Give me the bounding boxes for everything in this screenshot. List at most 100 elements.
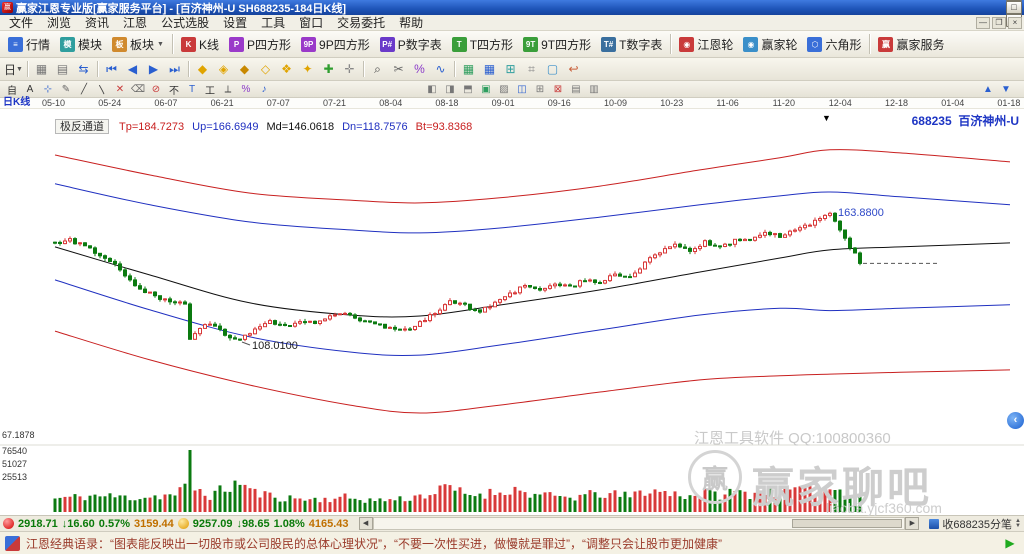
spinner-up-icon[interactable]: ▲ bbox=[1015, 517, 1021, 524]
wave-icon[interactable]: ∿ bbox=[435, 62, 446, 76]
scrollbar-thumb[interactable] bbox=[792, 519, 903, 528]
frame-icon[interactable]: ▢ bbox=[546, 62, 559, 76]
next-page-icon[interactable]: ▶ bbox=[148, 62, 159, 76]
layout-grid-icon[interactable]: ⊞ bbox=[535, 83, 545, 95]
menu-item-9[interactable]: 交易委托 bbox=[337, 15, 386, 30]
forbid-tool-icon[interactable]: ⊘ bbox=[151, 83, 161, 95]
polyline-tool-icon[interactable]: 〵 bbox=[97, 85, 107, 97]
point-tool-icon[interactable]: ⊹ bbox=[43, 83, 53, 95]
t-square-button[interactable]: T T四方形 bbox=[447, 33, 518, 55]
gann-wheel-button[interactable]: ◉ 江恩轮 bbox=[674, 33, 738, 55]
t-number-table-button[interactable]: T# T数字表 bbox=[596, 33, 667, 55]
nine-t-square-button[interactable]: 9T 9T四方形 bbox=[518, 33, 596, 55]
layout-full-icon[interactable]: ▣ bbox=[481, 83, 491, 95]
p-square-button[interactable]: P P四方形 bbox=[224, 33, 296, 55]
text-tool-icon[interactable]: A bbox=[26, 83, 34, 95]
layout-top-icon[interactable]: ⬒ bbox=[463, 83, 473, 95]
blue-grid-icon[interactable]: ▦ bbox=[483, 62, 496, 76]
scrollbar-right-button[interactable]: ▶ bbox=[905, 517, 920, 530]
layout-left-icon[interactable]: ◧ bbox=[427, 83, 437, 95]
scroll-up-icon[interactable]: ▲ bbox=[983, 83, 993, 95]
hexagon-button[interactable]: ⬡ 六角形 bbox=[802, 33, 866, 55]
ticker-play-button[interactable]: ▶ bbox=[1005, 536, 1015, 550]
menu-item-10[interactable]: 帮助 bbox=[399, 15, 424, 30]
p-number-table-button[interactable]: P# P数字表 bbox=[375, 33, 447, 55]
undo-icon[interactable]: ↩ bbox=[568, 62, 579, 76]
nine-p-square-button[interactable]: 9P 9P四方形 bbox=[296, 33, 375, 55]
diamond-target-icon[interactable]: ◈ bbox=[218, 62, 229, 76]
maximize-button[interactable]: □ bbox=[1006, 1, 1022, 14]
minimize-button[interactable]: — bbox=[1006, 0, 1022, 1]
shenzhen-index-icon[interactable] bbox=[177, 518, 189, 529]
chart-grid-icon[interactable]: ▦ bbox=[35, 62, 48, 76]
menu-item-8[interactable]: 窗口 bbox=[299, 15, 324, 30]
percent-icon[interactable]: % bbox=[414, 62, 425, 76]
quotes-button[interactable]: ≡ 行情 bbox=[3, 33, 55, 55]
diamond-icon[interactable]: ◆ bbox=[197, 62, 208, 76]
prev-page-icon[interactable]: ◀ bbox=[127, 62, 138, 76]
scroll-down-icon[interactable]: ▼ bbox=[1001, 83, 1011, 95]
sectors-button[interactable]: 板板块 ▼ bbox=[107, 33, 169, 55]
delete-tool-icon[interactable]: ✕ bbox=[115, 83, 125, 95]
kline-button[interactable]: K K线 bbox=[176, 33, 224, 55]
hash-grid-icon[interactable]: ⌗ bbox=[528, 61, 535, 76]
indicator-chip[interactable]: 极反通道 bbox=[55, 119, 109, 134]
alert-tool-icon[interactable]: ♪ bbox=[261, 83, 267, 95]
diamond-cluster-icon[interactable]: ❖ bbox=[281, 62, 292, 76]
layout-hatch-icon[interactable]: ▨ bbox=[499, 83, 509, 95]
date-tick-05-10: 05-10 bbox=[42, 98, 66, 108]
scrollbar-left-button[interactable]: ◀ bbox=[358, 517, 373, 530]
mdi-restore-button[interactable]: ❐ bbox=[992, 16, 1006, 29]
t0-tool-icon[interactable]: T bbox=[188, 83, 196, 95]
swap-icon[interactable]: ⇆ bbox=[78, 62, 89, 76]
layout-right-icon[interactable]: ◨ bbox=[445, 83, 455, 95]
layout-split-icon[interactable]: ◫ bbox=[517, 83, 527, 95]
zoom-icon[interactable]: ⌕ bbox=[374, 61, 381, 76]
menu-item-7[interactable]: 工具 bbox=[261, 15, 286, 30]
sectors-button-label: 板块 bbox=[130, 37, 155, 52]
mdi-minimize-button[interactable]: — bbox=[976, 16, 990, 29]
eraser-tool-icon[interactable]: ⌫ bbox=[130, 83, 146, 95]
first-page-icon[interactable]: ⏮ bbox=[106, 61, 117, 76]
winner-service-button[interactable]: 赢赢家服务 bbox=[873, 33, 949, 55]
horizontal-scrollbar[interactable]: ◀ ▶ bbox=[358, 517, 920, 531]
menu-item-4[interactable]: 江恩 bbox=[123, 15, 148, 30]
feed-spinner[interactable]: ▲ ▼ bbox=[1015, 517, 1021, 529]
layout-close-icon[interactable]: ⊠ bbox=[553, 83, 563, 95]
no-tool-icon[interactable]: 不 bbox=[169, 85, 179, 97]
kline-chart-svg[interactable]: 163.8800 108.0100 ▼ bbox=[0, 109, 1024, 515]
diamond-dark-icon[interactable]: ◆ bbox=[239, 62, 250, 76]
beam-tool-icon[interactable]: 工 bbox=[205, 85, 215, 97]
shanghai-index-icon[interactable] bbox=[3, 518, 14, 529]
crosshair-icon[interactable]: ✛ bbox=[344, 62, 355, 76]
calendar-icon[interactable]: ⊞ bbox=[505, 62, 516, 76]
green-grid-icon[interactable]: ▦ bbox=[462, 62, 475, 76]
retrace-percent-icon[interactable]: % bbox=[241, 83, 251, 95]
scissors-icon[interactable]: ✂ bbox=[393, 62, 404, 76]
menu-item-3[interactable]: 资讯 bbox=[85, 15, 110, 30]
draw-toolbar-right-group: ▲ ▼ bbox=[979, 82, 1015, 97]
winner-wheel-button[interactable]: ◉ 赢家轮 bbox=[738, 33, 802, 55]
line-tool-icon[interactable]: ╱ bbox=[80, 83, 88, 95]
scrollbar-track[interactable] bbox=[372, 517, 906, 530]
layout-cols-icon[interactable]: ▥ bbox=[589, 83, 599, 95]
plus-cross-icon[interactable]: ✚ bbox=[323, 62, 334, 76]
period-selector-button[interactable]: 日 ▼ bbox=[4, 62, 23, 77]
diamond-outline-icon[interactable]: ◇ bbox=[260, 62, 271, 76]
last-page-icon[interactable]: ⏭ bbox=[169, 61, 180, 76]
collapse-right-panel-button[interactable]: ‹ bbox=[1007, 412, 1024, 429]
spinner-down-icon[interactable]: ▼ bbox=[1015, 522, 1021, 529]
menu-item-2[interactable]: 浏览 bbox=[47, 15, 72, 30]
kline-chart-canvas[interactable]: 江恩工具软件 QQ:100800360 赢 赢家聊吧 liaoba.yjcf36… bbox=[0, 109, 1024, 516]
perpendicular-tool-icon[interactable]: ⟂ bbox=[224, 83, 232, 95]
menu-item-6[interactable]: 设置 bbox=[223, 15, 248, 30]
menu-item-5[interactable]: 公式选股 bbox=[161, 15, 210, 30]
pencil-tool-icon[interactable]: ✎ bbox=[61, 83, 71, 95]
star-icon[interactable]: ✦ bbox=[302, 62, 313, 76]
menu-item-1[interactable]: 文件 bbox=[9, 15, 34, 30]
mdi-close-button[interactable]: × bbox=[1008, 16, 1022, 29]
layout-rows-icon[interactable]: ▤ bbox=[571, 83, 581, 95]
modules-button[interactable]: 模模块 bbox=[55, 33, 107, 55]
chart-layout-icon[interactable]: ▤ bbox=[56, 62, 69, 76]
auto-tool-icon[interactable]: 自 bbox=[7, 85, 17, 97]
